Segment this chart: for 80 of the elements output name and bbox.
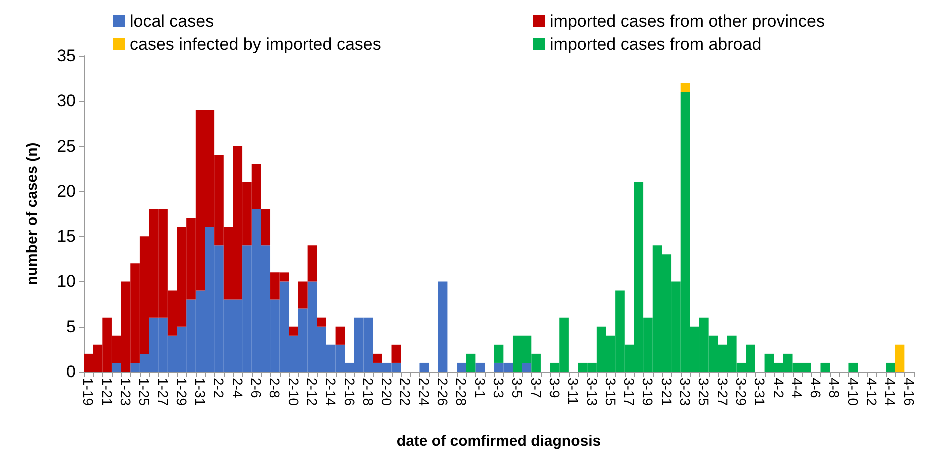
- x-tick-label: 1-27: [155, 378, 172, 406]
- x-tick-label: 2-26: [435, 378, 452, 406]
- x-tick-label: 4-4: [789, 378, 806, 398]
- legend-label: imported cases from other provinces: [550, 12, 825, 31]
- y-tick-label: 5: [66, 317, 76, 336]
- x-tick-label: 3-15: [602, 378, 619, 406]
- y-tick-label: 35: [57, 46, 76, 66]
- bar: [438, 282, 448, 372]
- x-tick-label: 4-16: [901, 378, 918, 406]
- bar: [886, 362, 896, 372]
- x-tick-label: 3-3: [491, 378, 507, 398]
- x-tick-label: 3-1: [472, 378, 488, 398]
- bar: [336, 326, 346, 345]
- x-tick-label: 2-16: [342, 378, 358, 406]
- x-tick-label: 3-11: [566, 378, 582, 406]
- x-tick-label: 3-31: [752, 378, 768, 406]
- x-tick-label: 2-18: [360, 378, 376, 406]
- bar: [289, 326, 298, 336]
- bar: [112, 362, 122, 372]
- x-tick-label: 3-13: [584, 378, 600, 406]
- bar: [373, 354, 382, 363]
- x-tick-label: 3-9: [546, 378, 563, 398]
- x-tick-label: 1-31: [192, 378, 209, 406]
- x-tick-label: 2-24: [416, 378, 432, 406]
- y-tick-label: 0: [66, 362, 76, 382]
- x-tick-label: 2-14: [323, 378, 340, 406]
- bar: [261, 209, 271, 246]
- x-tick-label: 1-29: [174, 378, 190, 406]
- x-tick-label: 2-28: [454, 378, 470, 406]
- x-tick-label: 2-8: [267, 378, 284, 398]
- x-tick-label: 1-23: [118, 378, 134, 406]
- x-tick-label: 3-23: [678, 378, 694, 406]
- bar: [680, 83, 690, 92]
- bar: [308, 246, 318, 282]
- bar: [494, 344, 504, 363]
- bar: [392, 344, 402, 363]
- bar: [848, 362, 858, 372]
- bar: [420, 362, 430, 372]
- x-tick-label: 4-8: [826, 378, 843, 398]
- legend-label: imported cases from abroad: [550, 35, 762, 54]
- bar: [820, 362, 830, 372]
- x-tick-label: 3-27: [714, 378, 731, 406]
- x-axis-title: date of comfirmed diagnosis: [396, 433, 602, 450]
- x-tick-label: 2-22: [398, 378, 414, 406]
- x-tick-label: 3-17: [622, 378, 638, 406]
- y-tick-label: 20: [57, 182, 76, 201]
- x-tick-label: 4-14: [882, 378, 899, 406]
- x-tick-label: 2-6: [248, 378, 265, 398]
- x-tick-label: 1-25: [136, 378, 153, 406]
- x-tick-label: 3-19: [640, 378, 656, 406]
- bar: [457, 362, 466, 372]
- x-tick-label: 3-29: [733, 378, 750, 406]
- y-tick-label: 30: [57, 92, 76, 111]
- bar: [317, 318, 326, 327]
- x-tick-label: 1-19: [80, 378, 97, 406]
- bar: [466, 354, 476, 372]
- legend-label: local cases: [130, 12, 214, 31]
- bar: [895, 344, 905, 372]
- y-axis-title: number of cases (n): [24, 142, 41, 286]
- y-tick-label: 15: [57, 227, 76, 246]
- x-tick-label: 3-7: [528, 378, 544, 398]
- bar: [476, 362, 486, 372]
- legend-label: cases infected by imported cases: [130, 35, 382, 54]
- x-tick-label: 1-21: [99, 378, 116, 406]
- x-tick-label: 2-4: [230, 378, 246, 398]
- x-tick-label: 2-20: [379, 378, 396, 406]
- x-tick-label: 2-12: [304, 378, 320, 406]
- x-tick-label: 2-10: [286, 378, 302, 406]
- y-tick-label: 10: [57, 272, 76, 292]
- x-tick-label: 2-2: [211, 378, 228, 398]
- x-tick-label: 3-25: [696, 378, 712, 406]
- x-tick-label: 4-12: [864, 378, 880, 406]
- bar: [522, 362, 532, 372]
- x-tick-label: 3-21: [658, 378, 675, 406]
- y-tick-label: 25: [57, 136, 76, 156]
- x-tick-label: 4-10: [845, 378, 862, 406]
- x-tick-label: 3-5: [510, 378, 526, 398]
- x-tick-label: 4-2: [770, 378, 787, 398]
- bar: [298, 282, 308, 309]
- x-tick-label: 4-6: [808, 378, 824, 398]
